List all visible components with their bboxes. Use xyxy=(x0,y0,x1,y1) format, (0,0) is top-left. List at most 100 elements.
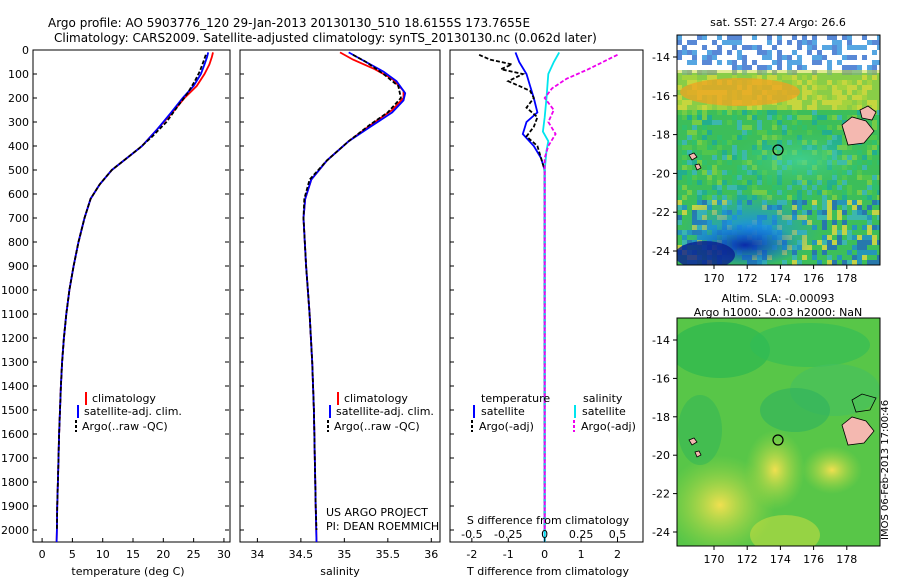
sst-pixel xyxy=(852,235,857,240)
sst-pixel xyxy=(747,125,752,130)
sst-pixel xyxy=(787,40,792,45)
sst-pixel xyxy=(832,45,837,50)
sst-pixel xyxy=(702,140,707,145)
sst-pixel xyxy=(867,195,872,200)
island-shape xyxy=(841,116,875,146)
sst-pixel xyxy=(817,260,822,265)
sst-pixel xyxy=(737,120,742,125)
sst-pixel xyxy=(707,130,712,135)
sst-pixel xyxy=(767,35,772,40)
sst-pixel xyxy=(857,190,862,195)
sst-pixel xyxy=(677,195,682,200)
island-shape xyxy=(841,416,875,446)
sst-pixel xyxy=(692,120,697,125)
sst-pixel xyxy=(727,155,732,160)
sst-pixel xyxy=(707,55,712,60)
depth-tick-label: 900 xyxy=(8,260,29,273)
sst-pixel xyxy=(862,225,867,230)
sst-pixel xyxy=(862,240,867,245)
sst-pixel xyxy=(837,185,842,190)
series-line-s-argo-adj- xyxy=(543,53,618,530)
map-ytick-label: -20 xyxy=(652,449,670,462)
sst-pixel xyxy=(722,170,727,175)
sst-pixel xyxy=(852,255,857,260)
sst-pixel xyxy=(827,45,832,50)
island-shape xyxy=(694,163,702,171)
sst-pixel xyxy=(862,175,867,180)
sst-pixel xyxy=(792,115,797,120)
sst-pixel xyxy=(792,260,797,265)
sst-pixel xyxy=(762,50,767,55)
sst-pixel xyxy=(877,200,880,205)
sst-pixel xyxy=(832,200,837,205)
sst-pixel xyxy=(837,240,842,245)
sst-pixel xyxy=(712,165,717,170)
sst-pixel xyxy=(682,155,687,160)
sst-pixel xyxy=(702,60,707,65)
sst-pixel xyxy=(677,35,682,40)
sst-pixel xyxy=(857,260,862,265)
sst-pixel xyxy=(807,45,812,50)
sst-pixel xyxy=(767,40,772,45)
x-top-tick-label: -0.5 xyxy=(461,528,482,541)
sst-pixel xyxy=(722,140,727,145)
sst-pixel xyxy=(722,155,727,160)
sst-pixel xyxy=(877,190,880,195)
sst-pixel xyxy=(742,110,747,115)
sst-pixel xyxy=(867,230,872,235)
x-tick-label: 5 xyxy=(69,548,76,561)
sst-pixel xyxy=(817,125,822,130)
sst-pixel xyxy=(707,180,712,185)
sst-pixel xyxy=(797,65,802,70)
sst-pixel xyxy=(857,245,862,250)
sst-pixel xyxy=(872,210,877,215)
sst-pixel xyxy=(852,245,857,250)
sst-pixel xyxy=(852,210,857,215)
depth-tick-label: 500 xyxy=(8,164,29,177)
sst-pixel xyxy=(752,35,757,40)
difference-top-xticks: -0.5 -0.25 0 0.25 0.5 xyxy=(461,528,626,541)
sst-pixel xyxy=(812,120,817,125)
depth-tick-label: 1200 xyxy=(1,332,29,345)
island-shape xyxy=(859,105,877,121)
sst-pixel xyxy=(837,255,842,260)
sst-pixel xyxy=(837,60,842,65)
sst-pixel xyxy=(677,215,682,220)
sst-pixel xyxy=(842,65,847,70)
x-tick-label: -2 xyxy=(466,548,477,561)
map-ytick-label: -18 xyxy=(652,411,670,424)
sst-pixel xyxy=(877,110,880,115)
sst-pixel xyxy=(677,50,682,55)
sst-pixel xyxy=(877,145,880,150)
sla-map-title2: Argo h1000: -0.03 h2000: NaN xyxy=(694,306,863,319)
sst-pixel xyxy=(847,65,852,70)
sst-pixel xyxy=(867,235,872,240)
sst-pixel xyxy=(717,135,722,140)
sst-pixel xyxy=(722,40,727,45)
sst-pixel xyxy=(702,160,707,165)
sst-pixel xyxy=(812,55,817,60)
x-tick-label: 25 xyxy=(187,548,201,561)
depth-tick-label: 0 xyxy=(22,44,29,57)
sst-pixel xyxy=(797,115,802,120)
sst-pixel xyxy=(712,140,717,145)
sst-pixel xyxy=(842,195,847,200)
sst-pixel xyxy=(827,130,832,135)
sst-pixel xyxy=(777,190,782,195)
sst-pixel xyxy=(812,200,817,205)
sst-pixel xyxy=(737,135,742,140)
x-tick-label: 35 xyxy=(337,548,351,561)
sst-pixel xyxy=(867,150,872,155)
sst-pixel xyxy=(792,195,797,200)
sst-pixel xyxy=(822,190,827,195)
sst-pixel xyxy=(762,130,767,135)
map-xtick-label: 176 xyxy=(803,272,824,285)
salinity-xlabel: salinity xyxy=(320,565,360,578)
sst-pixel xyxy=(762,190,767,195)
sst-pixel xyxy=(857,240,862,245)
sst-pixel xyxy=(837,115,842,120)
sst-pixel xyxy=(697,35,702,40)
sst-pixel xyxy=(837,45,842,50)
sst-pixel xyxy=(682,165,687,170)
